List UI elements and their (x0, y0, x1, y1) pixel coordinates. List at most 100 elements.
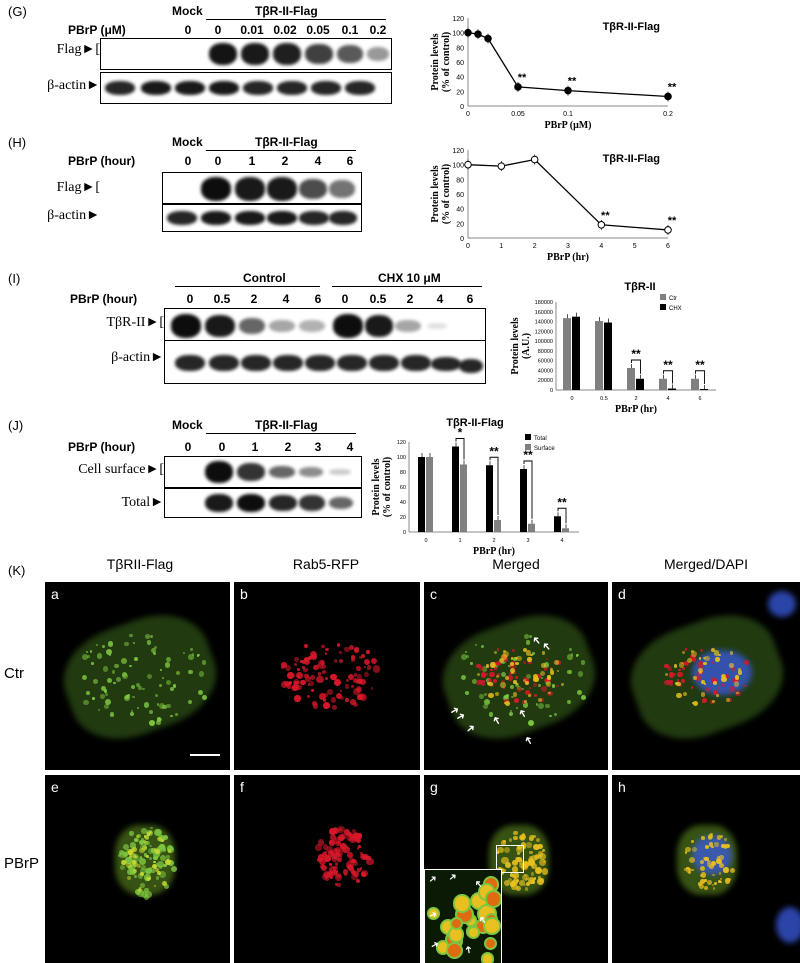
fluorescent-puncta (500, 840, 507, 846)
fluorescent-puncta (141, 837, 144, 841)
fluorescent-puncta (529, 692, 533, 696)
blot-surface-j (164, 456, 362, 488)
fluorescent-puncta (162, 834, 169, 841)
data-point (564, 86, 572, 95)
fluorescent-puncta (699, 883, 705, 889)
fluorescent-puncta (500, 671, 507, 678)
fluorescent-puncta (370, 687, 374, 691)
bar (563, 318, 571, 390)
blot-band (273, 43, 301, 65)
mock-label-j: Mock (172, 418, 203, 432)
fluorescent-puncta (567, 669, 572, 675)
fluorescent-puncta (145, 867, 152, 875)
fluorescent-puncta (129, 831, 134, 836)
fluorescent-puncta (350, 873, 358, 881)
y-tick-label: 120 (452, 16, 464, 23)
fluorescent-puncta (512, 656, 518, 662)
fluorescent-puncta (144, 888, 149, 893)
fluorescent-puncta (512, 665, 517, 670)
fluorescent-puncta (132, 869, 137, 874)
fluorescent-puncta (509, 684, 514, 689)
fluorescent-puncta (113, 681, 116, 685)
y-tick-label: 60000 (538, 359, 553, 365)
fluorescent-puncta (488, 682, 493, 687)
fluorescent-puncta (464, 650, 468, 654)
significance-bracket (695, 370, 705, 385)
fluorescent-puncta (495, 850, 499, 855)
panel-letter-j: (J) (8, 418, 24, 433)
fluorescent-puncta (725, 843, 730, 848)
blot-band (209, 43, 237, 65)
blot-band (167, 211, 197, 225)
fluorescent-puncta (155, 849, 160, 854)
fluorescent-puncta (516, 851, 521, 856)
bar (700, 389, 708, 390)
fluorescent-puncta (545, 703, 550, 708)
fluorescent-puncta (334, 836, 342, 844)
fluorescent-puncta (480, 682, 485, 687)
fluorescent-puncta (676, 682, 681, 687)
fluorescent-puncta (517, 686, 523, 692)
fluorescent-puncta (724, 673, 730, 679)
column-header-tbrii: TβRII-Flag (106, 556, 174, 572)
fluorescent-puncta (527, 657, 532, 662)
significance-mark: ** (518, 72, 527, 84)
fluorescent-puncta (713, 690, 718, 696)
significance-mark: ** (663, 358, 673, 372)
fluorescent-puncta (690, 656, 696, 662)
fluorescent-puncta (510, 667, 516, 673)
fluorescent-puncta (496, 648, 500, 652)
fluorescent-puncta (353, 860, 358, 866)
fluorescent-puncta (320, 644, 325, 649)
y-axis-label: (% of control) (382, 457, 393, 517)
fluorescent-puncta (154, 693, 158, 697)
fluorescent-puncta (511, 883, 518, 890)
x-tick-label: 0.05 (511, 111, 525, 118)
y-tick-label: 20 (400, 515, 406, 521)
fluorescent-puncta (136, 889, 145, 897)
fluorescent-puncta (148, 857, 153, 861)
fluorescent-puncta (357, 678, 362, 683)
fluorescent-puncta (523, 678, 530, 684)
y-tick-label: 0 (550, 388, 553, 394)
fluorescent-puncta (359, 851, 363, 856)
y-tick-label: 0 (460, 104, 464, 111)
fluorescent-puncta (567, 654, 573, 660)
fluorescent-puncta (202, 694, 207, 700)
fluorescent-puncta (122, 851, 129, 857)
fluorescent-puncta (329, 870, 333, 873)
fluorescent-puncta (109, 712, 115, 718)
fluorescent-puncta (512, 860, 519, 867)
fluorescent-puncta (149, 720, 156, 726)
fluorescent-puncta (146, 832, 151, 836)
fluorescent-puncta (139, 886, 142, 890)
fluorescent-puncta (513, 836, 518, 841)
y-tick-label: 120000 (535, 329, 553, 335)
fluorescent-puncta (514, 683, 519, 688)
vesicle (480, 952, 495, 963)
lane-label: 0.5 (213, 292, 231, 306)
fluorescent-puncta (168, 849, 172, 853)
y-tick-label: 100 (452, 163, 464, 170)
fluorescent-puncta (535, 867, 543, 874)
fluorescent-puncta (532, 682, 537, 687)
blot-band (175, 81, 205, 95)
blot-band (235, 211, 265, 225)
chart-title: TβR-II-Flag (446, 417, 503, 429)
x-axis-label: PBrP (hr) (473, 546, 515, 557)
cell-body (429, 599, 608, 755)
significance-mark: ** (523, 448, 533, 462)
fluorescent-puncta (321, 670, 326, 675)
fluorescent-puncta (703, 656, 706, 660)
fluorescent-puncta (150, 826, 154, 830)
fluorescent-puncta (370, 657, 377, 664)
fluorescent-puncta (154, 646, 157, 650)
fluorescent-puncta (524, 887, 528, 891)
blot-band (205, 315, 235, 337)
fluorescent-puncta (323, 854, 331, 863)
fluorescent-puncta (733, 681, 739, 687)
y-tick-label: 100 (397, 455, 406, 461)
row-label-pbrp: PBrP (4, 855, 40, 872)
fluorescent-puncta (550, 666, 553, 669)
y-axis-label: (A.U.) (521, 333, 532, 359)
